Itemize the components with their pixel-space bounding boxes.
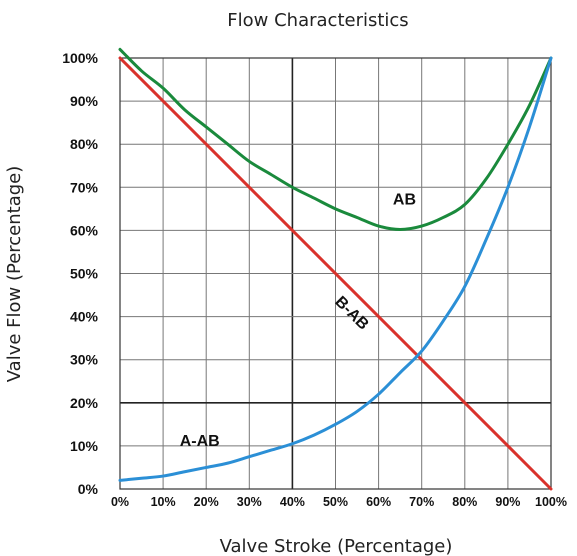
x-tick-label: 30% bbox=[237, 495, 262, 509]
chart-title: Flow Characteristics bbox=[227, 10, 408, 31]
x-tick-label: 60% bbox=[366, 495, 391, 509]
series-line-a-ab bbox=[118, 56, 553, 482]
x-tick-label: 80% bbox=[452, 495, 477, 509]
x-tick-label: 0% bbox=[111, 495, 129, 509]
x-tick-label: 40% bbox=[280, 495, 305, 509]
x-tick-label: 100% bbox=[535, 495, 567, 509]
y-tick-label: 100% bbox=[62, 50, 98, 66]
y-tick-label: 90% bbox=[70, 93, 99, 109]
plot-area: 0% 10% 20% 30% 40% 50% 60% 70% 80% 90% 100% 0% 10% 20… bbox=[62, 47, 567, 509]
y-tick-label: 30% bbox=[70, 352, 99, 368]
y-tick-label: 50% bbox=[70, 266, 99, 282]
y-tick-label: 80% bbox=[70, 136, 99, 152]
series-label-ab: AB bbox=[393, 192, 416, 209]
series-line-b-ab bbox=[118, 56, 553, 491]
y-tick-label: 20% bbox=[70, 395, 99, 411]
x-tick-label: 90% bbox=[495, 495, 520, 509]
x-tick-label: 50% bbox=[323, 495, 348, 509]
y-tick-label: 40% bbox=[70, 309, 99, 325]
y-tick-label: 0% bbox=[78, 481, 99, 497]
y-axis-label: Valve Flow (Percentage) bbox=[4, 166, 25, 383]
series-label-b-ab: B-AB bbox=[331, 293, 371, 333]
y-tick-label: 10% bbox=[70, 438, 99, 454]
plot-frame bbox=[119, 57, 552, 490]
x-tick-label: 10% bbox=[151, 495, 176, 509]
series-label-a-ab: A-AB bbox=[180, 433, 220, 450]
x-tick-label: 20% bbox=[194, 495, 219, 509]
x-tick-label: 70% bbox=[409, 495, 434, 509]
series-line-ab bbox=[118, 47, 553, 232]
y-tick-label: 60% bbox=[70, 222, 99, 238]
x-axis-label: Valve Stroke (Percentage) bbox=[220, 536, 453, 556]
y-tick-label: 70% bbox=[70, 179, 99, 195]
